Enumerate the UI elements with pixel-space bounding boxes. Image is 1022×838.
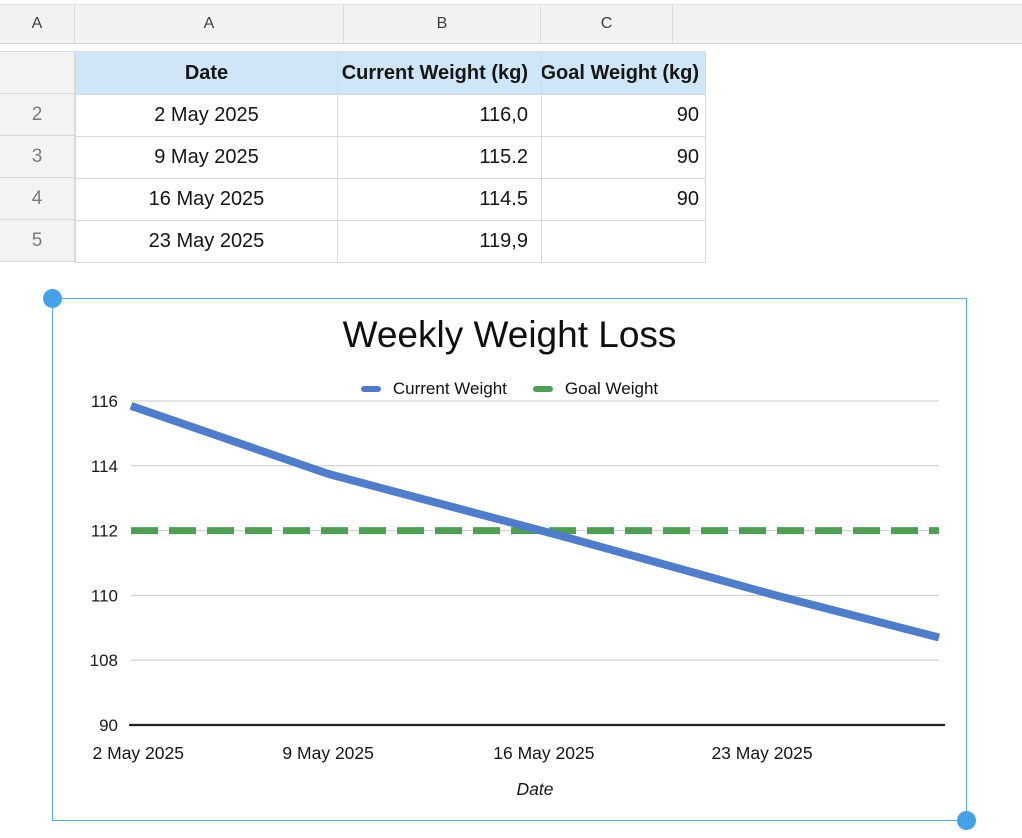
table-row: 16 May 2025 114.5 90	[76, 179, 706, 221]
legend-item: Goal Weight	[532, 379, 659, 399]
selection-handle-top-left[interactable]	[43, 289, 62, 308]
table-header-cell[interactable]: Current Weight (kg)	[338, 52, 542, 95]
selection-handle-bottom-right[interactable]	[957, 811, 976, 830]
row-number[interactable]: 3	[0, 136, 75, 178]
legend-label: Goal Weight	[564, 379, 659, 398]
column-header-c[interactable]: C	[541, 5, 673, 43]
table-cell[interactable]: 116,0	[338, 95, 542, 137]
x-tick-label: 2 May 2025	[93, 743, 184, 763]
table-cell[interactable]: 115.2	[338, 137, 542, 179]
table-cell[interactable]: 23 May 2025	[76, 221, 338, 263]
weight-table: Date Current Weight (kg) Goal Weight (kg) 2…	[75, 51, 706, 263]
table-cell[interactable]: 16 May 2025	[76, 179, 338, 221]
column-header-strip: A A B C	[0, 4, 1022, 44]
table-header-cell[interactable]: Date	[76, 52, 338, 95]
table-row: 2 May 2025 116,0 90	[76, 95, 706, 137]
legend-item: Current Weight	[360, 379, 507, 399]
table-cell[interactable]: 2 May 2025	[76, 95, 338, 137]
y-tick-label: 114	[91, 457, 118, 476]
y-tick-label: 90	[99, 716, 118, 735]
row-number[interactable]: 2	[0, 94, 75, 136]
table-cell[interactable]: 90	[542, 137, 706, 179]
table-cell[interactable]	[542, 221, 706, 263]
legend-swatch-current-weight	[360, 386, 381, 392]
y-tick-label: 108	[90, 651, 118, 670]
column-header-b[interactable]: B	[344, 5, 541, 43]
legend-label: Current Weight	[392, 379, 507, 398]
table-cell[interactable]: 90	[542, 179, 706, 221]
table-header-cell[interactable]: Goal Weight (kg)	[542, 52, 706, 95]
table-cell[interactable]: 119,9	[338, 221, 542, 263]
chart-legend: Current Weight Goal Weight	[53, 379, 966, 399]
table-row: 9 May 2025 115.2 90	[76, 137, 706, 179]
x-tick-label: 9 May 2025	[282, 743, 373, 763]
table-cell[interactable]: 9 May 2025	[76, 137, 338, 179]
y-tick-label: 116	[91, 392, 118, 411]
y-tick-label: 112	[91, 522, 118, 541]
series-line-current-weight	[129, 402, 940, 642]
y-tick-label: 110	[91, 586, 118, 605]
x-tick-label: 23 May 2025	[711, 743, 812, 763]
column-header-empty	[673, 5, 1022, 43]
corner-header-cell[interactable]: A	[0, 5, 75, 43]
row-number[interactable]: 4	[0, 178, 75, 220]
table-header-row: Date Current Weight (kg) Goal Weight (kg)	[76, 52, 706, 95]
chart-title: Weekly Weight Loss	[342, 314, 677, 355]
table-row: 23 May 2025 119,9	[76, 221, 706, 263]
column-header-a[interactable]: A	[75, 5, 344, 43]
x-tick-label: 16 May 2025	[493, 743, 594, 763]
legend-swatch-goal-weight	[532, 386, 553, 392]
x-axis-title: Date	[517, 779, 554, 799]
chart-plot: 116 114 112 110 108 90 2 May 2025 9 May 2025 16 …	[90, 392, 945, 799]
chart-object[interactable]: Weekly Weight Loss Current Weight Goal We…	[43, 289, 976, 830]
table-cell[interactable]: 114.5	[338, 179, 542, 221]
row-gutter-header-cell[interactable]	[0, 51, 75, 94]
row-number[interactable]: 5	[0, 220, 75, 262]
table-cell[interactable]: 90	[542, 95, 706, 137]
